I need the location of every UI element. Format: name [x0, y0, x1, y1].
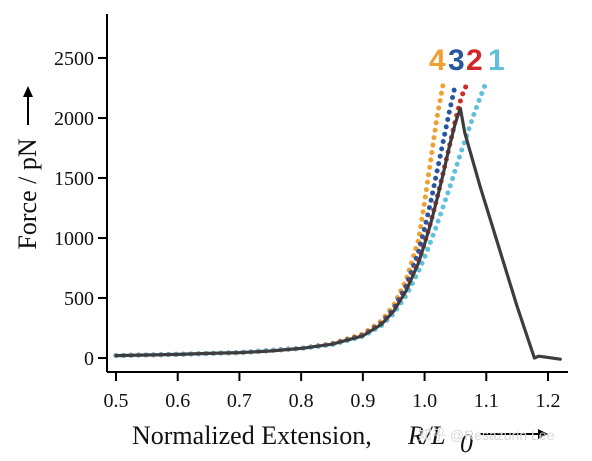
- x-tick-label: 1.0: [412, 390, 437, 412]
- x-tick-label: 0.6: [165, 390, 190, 412]
- curve-label-4: 4: [429, 44, 446, 77]
- x-axis-arrow: [480, 429, 548, 439]
- y-tick-label: 1000: [54, 228, 94, 250]
- x-axis-subscript: 0: [460, 429, 473, 458]
- x-tick-label: 0.5: [104, 390, 129, 412]
- y-axis-title: Force / pN: [13, 138, 42, 249]
- curve-label-3: 3: [448, 44, 465, 77]
- axes: [106, 14, 568, 373]
- x-tick-label: 1.2: [536, 390, 561, 412]
- x-tick-label: 0.7: [227, 390, 252, 412]
- curve-label-2: 2: [466, 44, 483, 77]
- plot-area: [113, 79, 562, 361]
- y-axis-arrow: [23, 86, 33, 125]
- y-tick-label: 500: [64, 288, 94, 310]
- series-3-curve: [113, 81, 458, 359]
- x-ticks: 0.5 0.6 0.7 0.8 0.9 1.0 1.1 1.2: [104, 372, 561, 412]
- y-ticks: 0 500 1000 1500 2000 2500: [54, 48, 107, 370]
- y-tick-label: 2500: [54, 48, 94, 70]
- y-tick-label: 1500: [54, 168, 94, 190]
- x-tick-label: 1.1: [474, 390, 499, 412]
- x-axis-title: Normalized Extension,: [132, 421, 372, 450]
- watermark: 知乎 @Resazurin Lee: [418, 427, 555, 443]
- x-tick-label: 0.9: [350, 390, 375, 412]
- series-measured-line: [114, 106, 562, 361]
- x-tick-label: 0.8: [289, 390, 314, 412]
- y-tick-label: 0: [84, 348, 94, 370]
- series-2-curve: [113, 79, 471, 359]
- x-axis-variable: R/L: [407, 421, 446, 450]
- curve-label-1: 1: [488, 44, 505, 77]
- y-tick-label: 2000: [54, 108, 94, 130]
